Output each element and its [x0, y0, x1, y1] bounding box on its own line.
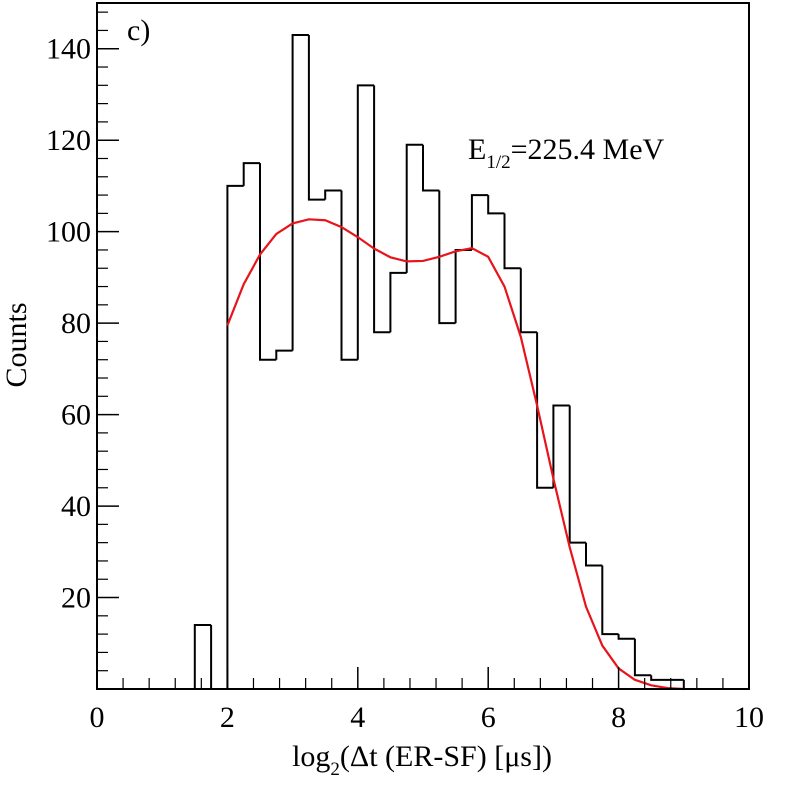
histogram-bar: [601, 565, 619, 636]
histogram-bar: [210, 624, 228, 690]
x-axis-label-rest: (Δt (ER-SF) [μs]): [340, 740, 552, 773]
histogram-bar: [373, 85, 391, 334]
histogram-bar: [259, 163, 277, 361]
y-tick-label: 120: [46, 124, 91, 157]
histogram-bar: [226, 184, 244, 689]
y-tick-label: 140: [46, 33, 91, 66]
histogram-bar: [275, 349, 293, 360]
y-axis-label: Counts: [0, 302, 33, 387]
annotation-subscript: 1/2: [486, 152, 510, 173]
x-axis-label: log2(Δt (ER-SF) [μs]): [292, 740, 552, 780]
histogram-bar: [503, 213, 521, 270]
histogram-bar: [650, 675, 668, 681]
fit-curve: [226, 218, 684, 691]
histogram-bar: [682, 679, 701, 690]
histogram-bar: [568, 405, 586, 544]
histogram-bar: [422, 144, 440, 192]
x-axis-label-subscript: 2: [330, 759, 340, 780]
histogram-bar: [340, 190, 358, 361]
x-tick-label: 2: [220, 701, 235, 734]
x-tick-label: 4: [350, 701, 365, 734]
histogram-bar: [291, 34, 309, 351]
histogram-bar: [324, 189, 342, 200]
histogram-bar: [454, 248, 472, 324]
y-tick-label: 40: [61, 490, 91, 523]
x-axis-label-prefix: log: [292, 740, 330, 773]
histogram-bar: [633, 638, 652, 677]
histogram-bar: [536, 332, 554, 489]
y-tick-label: 20: [61, 582, 91, 615]
histogram-bar: [193, 623, 212, 689]
y-tick-label: 100: [46, 216, 91, 249]
histogram-bar: [242, 162, 260, 186]
histogram-bar: [438, 190, 456, 325]
histogram-bar: [405, 143, 423, 273]
y-tick-label: 60: [61, 399, 91, 432]
histogram-bar: [389, 271, 407, 333]
plot-frame: [96, 2, 750, 690]
x-tick-label: 8: [611, 701, 626, 734]
histogram-bar: [519, 268, 538, 334]
axes: 0 2 4 6 8 10 20 40 60 80 100 120 140: [46, 11, 764, 734]
histogram-bar: [307, 35, 326, 201]
histogram-bar: [617, 634, 635, 640]
histogram-bar: [470, 194, 489, 250]
annotation-main: E: [468, 133, 486, 166]
histogram-bar: [356, 84, 375, 360]
histogram-bar: [552, 404, 570, 488]
x-tick-label: 6: [481, 701, 496, 734]
x-tick-label: 0: [90, 701, 105, 734]
histogram-bar: [487, 195, 505, 215]
half-life-annotation: E1/2=225.4 MeV: [468, 133, 665, 173]
x-tick-label: 10: [734, 701, 764, 734]
annotation-value: =225.4 MeV: [511, 133, 665, 166]
histogram-bar: [585, 542, 603, 567]
panel-label: c): [127, 14, 150, 47]
y-tick-label: 80: [61, 307, 91, 340]
